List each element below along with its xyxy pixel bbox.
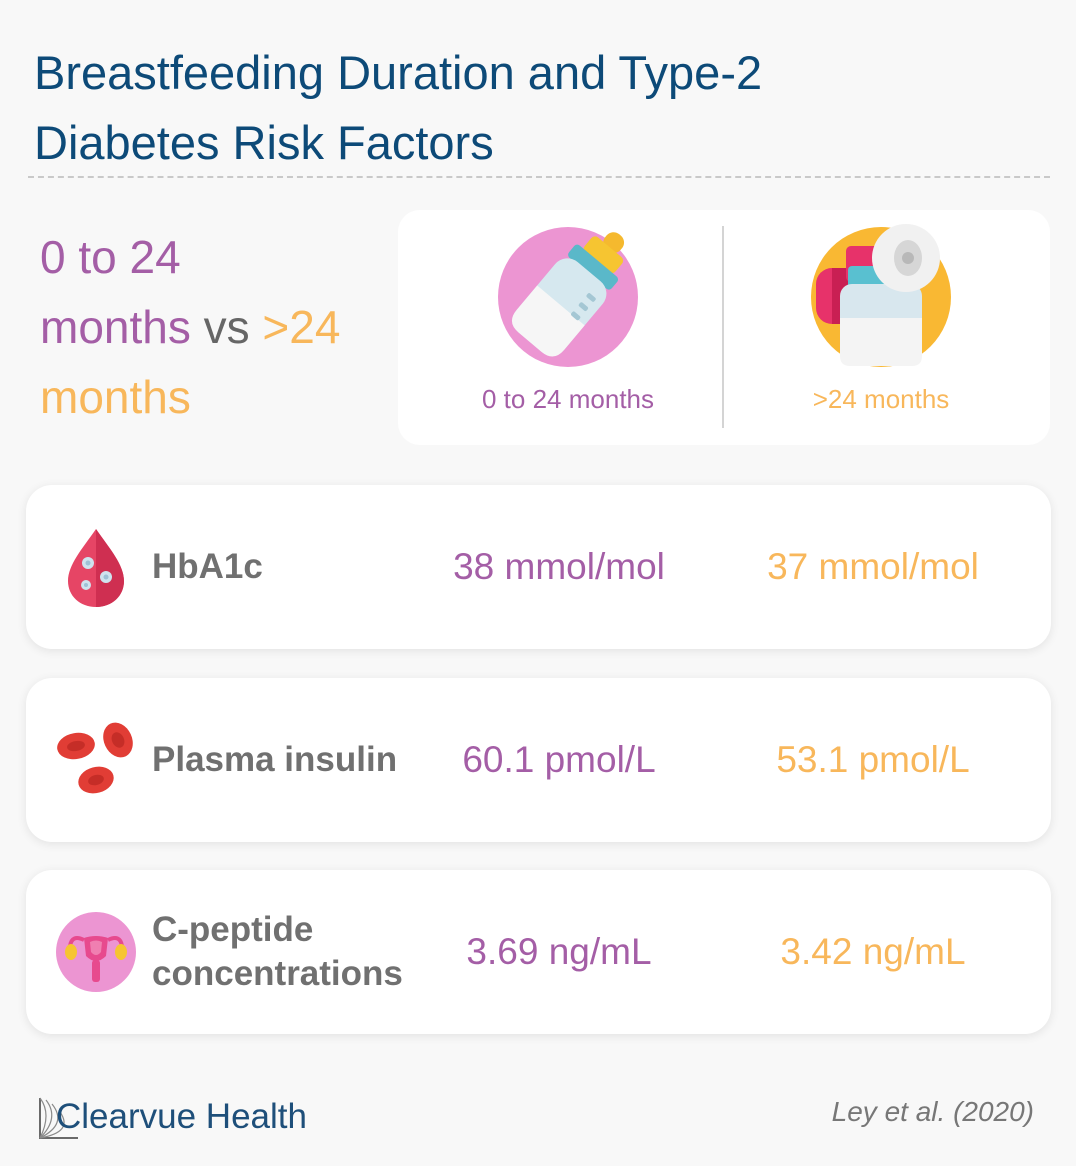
legend-group1: 0 to 24 months (418, 224, 718, 415)
uterus-icon (56, 912, 136, 992)
plasma-insulin-row: Plasma insulin 60.1 pmol/L 53.1 pmol/L (26, 678, 1051, 842)
plasma-insulin-value-group1: 60.1 pmol/L (462, 739, 656, 780)
title-divider (28, 176, 1050, 178)
c-peptide-row: C-peptide concentrations 3.69 ng/mL 3.42… (26, 870, 1051, 1034)
legend-group2: >24 months (731, 224, 1031, 415)
legend-group1-label: 0 to 24 months (482, 384, 654, 414)
group2-range: >24 (262, 301, 341, 353)
brand-mark-icon (39, 1097, 78, 1139)
baby-bottle-icon (498, 227, 638, 367)
plasma-insulin-label: Plasma insulin (152, 740, 398, 779)
title-line-2: Diabetes Risk Factors (34, 116, 494, 169)
hba1c-value-group2: 37 mmol/mol (767, 546, 979, 587)
c-peptide-value-group2: 3.42 ng/mL (780, 931, 966, 972)
group1-range: 0 to 24 (40, 231, 181, 283)
citation: Ley et al. (2020) (831, 1096, 1034, 1127)
blood-drop-icon (56, 527, 136, 607)
red-blood-cells-icon (56, 720, 136, 800)
comparison-heading: 0 to 24 months vs >24 months (40, 222, 390, 432)
group2-unit: months (40, 371, 191, 423)
hba1c-value-group1: 38 mmol/mol (453, 546, 665, 587)
breast-pump-icon (811, 224, 951, 367)
legend-divider (722, 226, 724, 428)
brand-name: Clearvue Health (56, 1097, 307, 1136)
group1-unit: months (40, 301, 191, 353)
versus-text: vs (203, 301, 250, 353)
hba1c-row: HbA1c 38 mmol/mol 37 mmol/mol (26, 485, 1051, 649)
c-peptide-label: C-peptide concentrations (152, 910, 403, 993)
legend-group2-label: >24 months (812, 384, 950, 414)
title-line-1: Breastfeeding Duration and Type-2 (34, 46, 763, 99)
hba1c-label: HbA1c (152, 547, 263, 586)
plasma-insulin-value-group2: 53.1 pmol/L (776, 739, 970, 780)
c-peptide-value-group1: 3.69 ng/mL (466, 931, 652, 972)
page-title: Breastfeeding Duration and Type-2 Diabet… (34, 38, 1034, 178)
group-legend: 0 to 24 months >24 months (398, 210, 1050, 445)
brand-logo: Clearvue Health (38, 1092, 307, 1142)
